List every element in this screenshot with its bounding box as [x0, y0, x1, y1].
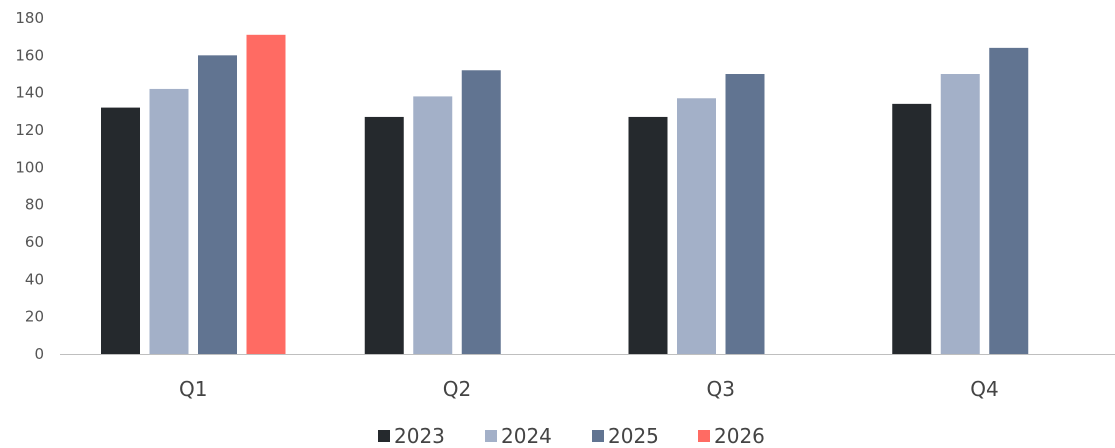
legend-swatch-2025	[592, 430, 604, 442]
bar-2024-Q4	[940, 74, 980, 354]
bar-2025-Q3	[725, 74, 765, 354]
legend-label: 2024	[501, 424, 552, 448]
bar-2024-Q3	[677, 98, 716, 355]
bar-2026-Q1	[246, 34, 286, 355]
bar-2023-Q4	[892, 103, 932, 354]
bar-2023-Q2	[364, 116, 404, 354]
legend: 2023 2024 2025 2026	[378, 424, 765, 448]
x-tick-label: Q2	[443, 377, 471, 401]
bar-2025-Q4	[989, 47, 1029, 354]
legend-swatch-2023	[378, 430, 390, 442]
x-tick-label: Q3	[707, 377, 735, 401]
legend-label: 2025	[608, 424, 659, 448]
bars	[101, 34, 1029, 355]
y-tick-label: 100	[15, 158, 44, 176]
y-tick-label: 40	[25, 270, 44, 288]
x-tick-label: Q1	[179, 377, 207, 401]
legend-swatch-2026	[698, 430, 710, 442]
y-tick-label: 80	[25, 196, 44, 214]
bar-2023-Q1	[101, 107, 140, 354]
x-axis-labels: Q1 Q2 Q3 Q4	[179, 377, 999, 401]
bar-2025-Q2	[461, 70, 501, 355]
bar-2023-Q3	[628, 116, 668, 354]
legend-swatch-2024	[485, 430, 497, 442]
y-tick-label: 0	[34, 345, 44, 363]
legend-label: 2026	[714, 424, 765, 448]
y-axis-ticks: 0 20 40 60 80 100 120 140 160 180	[15, 9, 44, 363]
bar-2025-Q1	[198, 55, 237, 354]
bar-2024-Q1	[149, 88, 189, 354]
y-tick-label: 20	[25, 308, 44, 326]
x-tick-label: Q4	[970, 377, 998, 401]
bar-2024-Q2	[413, 96, 453, 355]
y-tick-label: 140	[15, 84, 44, 102]
y-tick-label: 60	[25, 233, 44, 251]
legend-label: 2023	[394, 424, 445, 448]
y-tick-label: 160	[15, 46, 44, 64]
y-tick-label: 120	[15, 121, 44, 139]
y-tick-label: 180	[15, 9, 44, 27]
